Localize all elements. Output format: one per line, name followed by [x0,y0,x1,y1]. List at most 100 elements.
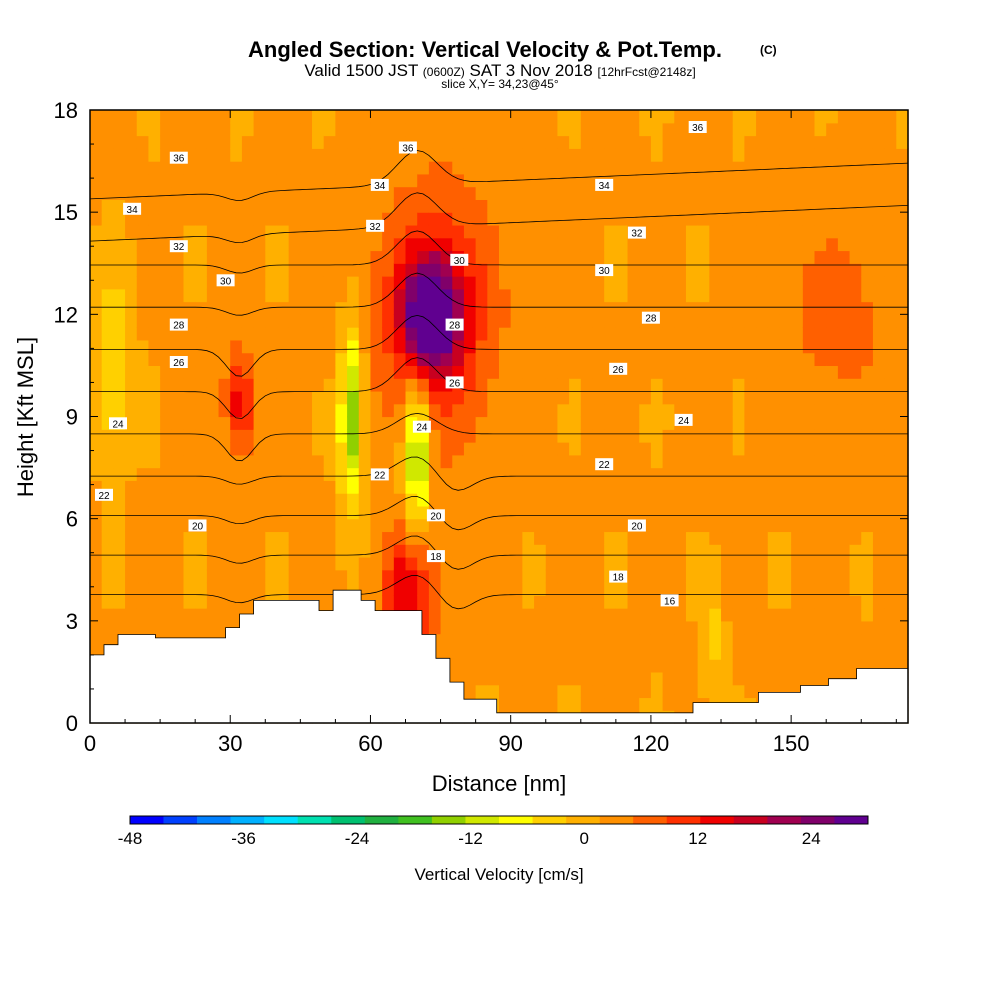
svg-text:16: 16 [664,596,676,607]
velocity-cell [627,288,640,303]
velocity-cell [814,148,827,162]
velocity-cell [732,288,745,303]
velocity-cell [288,186,301,200]
velocity-cell [382,595,395,609]
velocity-cell [545,276,559,290]
velocity-cell [510,608,523,622]
velocity-cell [382,403,395,418]
velocity-cell [604,110,617,124]
velocity-cell [756,416,769,430]
velocity-cell [791,237,804,252]
velocity-cell [276,263,290,277]
velocity-cell [487,161,500,175]
velocity-cell [358,135,372,149]
velocity-cell [101,582,114,596]
velocity-cell [463,173,477,188]
velocity-cell [218,250,231,264]
velocity-cell [779,212,792,226]
velocity-cell [113,212,126,226]
velocity-cell [615,556,629,571]
velocity-cell [195,608,208,622]
velocity-cell [592,224,605,239]
velocity-cell [160,327,173,341]
velocity-cell [253,493,266,507]
velocity-cell [802,390,816,405]
velocity-cell [872,429,886,443]
velocity-cell [896,378,909,392]
velocity-cell [487,467,500,481]
velocity-cell [160,493,173,507]
velocity-cell [604,403,617,418]
velocity-cell [604,633,617,647]
velocity-cell [475,135,488,149]
velocity-cell [370,556,383,571]
velocity-cell [288,327,301,341]
velocity-cell [650,556,664,571]
velocity-cell [347,493,360,507]
velocity-cell [709,378,722,392]
velocity-cell [685,608,699,622]
velocity-cell [580,250,594,264]
velocity-cell [826,467,839,481]
velocity-cell [861,467,874,481]
velocity-cell [744,263,757,277]
velocity-cell [756,365,769,379]
velocity-cell [685,161,699,175]
velocity-cell [662,429,675,443]
velocity-cell [253,250,266,264]
velocity-cell [253,199,266,213]
velocity-cell [732,480,745,494]
velocity-cell [300,186,313,200]
velocity-cell [569,148,582,162]
velocity-cell [195,505,208,520]
velocity-cell [125,582,138,596]
colorbar-swatch [364,816,399,824]
colorbar-swatch [398,816,433,824]
velocity-cell [685,314,699,328]
velocity-cell [253,480,266,494]
velocity-cell [265,110,278,124]
velocity-cell [627,454,640,469]
velocity-cell [896,173,909,188]
velocity-cell [487,684,500,699]
velocity-cell [604,467,617,481]
velocity-cell [744,390,757,405]
velocity-cell [791,301,804,315]
velocity-cell [639,454,652,469]
velocity-cell [721,199,734,213]
velocity-cell [218,339,231,354]
velocity-cell [569,339,582,354]
velocity-cell [545,582,559,596]
velocity-cell [183,480,196,494]
velocity-cell [276,493,290,507]
velocity-cell [662,288,675,303]
velocity-cell [615,327,629,341]
velocity-cell [382,314,395,328]
velocity-cell [475,314,488,328]
velocity-cell [615,595,629,609]
velocity-cell [393,212,407,226]
velocity-cell [767,544,781,558]
velocity-cell [744,339,757,354]
valid-time-utc: (0600Z) [423,65,465,79]
velocity-cell [276,467,290,481]
velocity-cell [674,148,687,162]
velocity-cell [604,518,617,533]
velocity-cell [335,556,348,571]
velocity-cell [674,569,687,584]
velocity-cell [580,493,594,507]
velocity-cell [101,620,114,635]
velocity-cell [732,212,745,226]
velocity-cell [826,416,839,430]
velocity-cell [253,518,266,533]
velocity-cell [475,442,488,456]
velocity-cell [230,199,243,213]
velocity-cell [837,148,851,162]
velocity-cell [534,608,547,622]
velocity-cell [522,212,535,226]
velocity-cell [417,199,430,213]
velocity-cell [779,276,792,290]
velocity-cell [195,378,208,392]
velocity-cell [837,620,851,635]
velocity-cell [195,390,208,405]
